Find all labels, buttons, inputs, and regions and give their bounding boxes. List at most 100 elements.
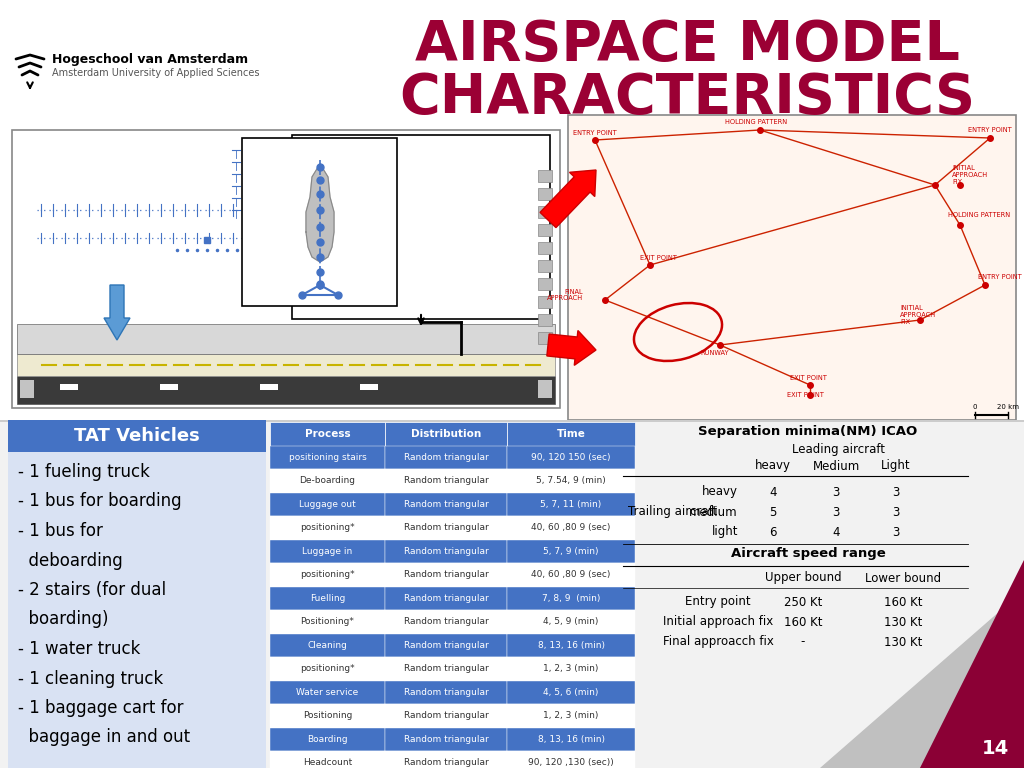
Text: 7, 8, 9  (min): 7, 8, 9 (min) bbox=[542, 594, 600, 603]
Text: heavy: heavy bbox=[755, 459, 791, 472]
Bar bbox=[17, 324, 555, 354]
Text: Random triangular: Random triangular bbox=[403, 547, 488, 556]
Bar bbox=[385, 445, 507, 469]
Text: 3: 3 bbox=[833, 505, 840, 518]
Text: Light: Light bbox=[882, 459, 910, 472]
Text: RUNWAY: RUNWAY bbox=[700, 350, 729, 356]
Bar bbox=[385, 751, 507, 768]
Bar bbox=[385, 563, 507, 587]
Polygon shape bbox=[306, 164, 334, 262]
Text: 5, 7, 9 (min): 5, 7, 9 (min) bbox=[544, 547, 599, 556]
Bar bbox=[385, 516, 507, 539]
Text: 8, 13, 16 (min): 8, 13, 16 (min) bbox=[538, 641, 604, 650]
Text: Hogeschool van Amsterdam: Hogeschool van Amsterdam bbox=[52, 54, 248, 67]
Bar bbox=[507, 563, 635, 587]
Bar bbox=[385, 657, 507, 680]
Text: -: - bbox=[801, 635, 805, 648]
Text: Trailing aircraft: Trailing aircraft bbox=[629, 505, 718, 518]
Text: 3: 3 bbox=[892, 525, 900, 538]
Text: Luggage out: Luggage out bbox=[299, 500, 356, 508]
Text: INITIAL
APPROACH
FIX: INITIAL APPROACH FIX bbox=[952, 165, 988, 185]
Text: - 2 stairs (for dual: - 2 stairs (for dual bbox=[18, 581, 166, 599]
Text: HOLDING PATTERN: HOLDING PATTERN bbox=[725, 119, 787, 125]
Text: Random triangular: Random triangular bbox=[403, 476, 488, 485]
Text: 3: 3 bbox=[892, 485, 900, 498]
Text: Lower bound: Lower bound bbox=[865, 571, 941, 584]
Text: Medium: Medium bbox=[812, 459, 859, 472]
Text: Random triangular: Random triangular bbox=[403, 453, 488, 462]
Text: 4, 5, 6 (min): 4, 5, 6 (min) bbox=[544, 688, 599, 697]
Text: positioning*: positioning* bbox=[300, 571, 354, 579]
Bar bbox=[270, 422, 385, 445]
Bar bbox=[507, 539, 635, 563]
Bar bbox=[270, 492, 385, 516]
Bar bbox=[270, 704, 385, 727]
Polygon shape bbox=[920, 560, 1024, 768]
Bar bbox=[270, 751, 385, 768]
Text: Random triangular: Random triangular bbox=[403, 758, 488, 767]
Bar bbox=[507, 634, 635, 657]
Text: Positioning*: Positioning* bbox=[301, 617, 354, 626]
Text: - 1 water truck: - 1 water truck bbox=[18, 640, 140, 658]
Text: Time: Time bbox=[557, 429, 586, 439]
Text: Random triangular: Random triangular bbox=[403, 664, 488, 674]
Bar bbox=[270, 563, 385, 587]
Text: 8, 13, 16 (min): 8, 13, 16 (min) bbox=[538, 735, 604, 743]
Text: Upper bound: Upper bound bbox=[765, 571, 842, 584]
Text: Random triangular: Random triangular bbox=[403, 641, 488, 650]
Text: 4, 5, 9 (min): 4, 5, 9 (min) bbox=[544, 617, 599, 626]
Bar bbox=[270, 634, 385, 657]
Text: 160 Kt: 160 Kt bbox=[783, 615, 822, 628]
Text: heavy: heavy bbox=[702, 485, 738, 498]
Text: 130 Kt: 130 Kt bbox=[884, 635, 923, 648]
Text: ENTRY POINT: ENTRY POINT bbox=[978, 274, 1022, 280]
Text: baggage in and out: baggage in and out bbox=[18, 729, 190, 746]
Text: ENTRY POINT: ENTRY POINT bbox=[573, 130, 616, 136]
Bar bbox=[568, 115, 1016, 420]
Text: Amsterdam University of Applied Sciences: Amsterdam University of Applied Sciences bbox=[52, 68, 259, 78]
Bar bbox=[60, 384, 78, 390]
Text: Random triangular: Random triangular bbox=[403, 688, 488, 697]
Text: Random triangular: Random triangular bbox=[403, 571, 488, 579]
Text: Separation minima(NM) ICAO: Separation minima(NM) ICAO bbox=[698, 425, 918, 439]
Bar bbox=[538, 380, 552, 398]
Bar bbox=[538, 224, 552, 236]
Text: Random triangular: Random triangular bbox=[403, 594, 488, 603]
Text: Final approacch fix: Final approacch fix bbox=[663, 635, 773, 648]
Bar bbox=[270, 680, 385, 704]
Bar bbox=[385, 727, 507, 751]
Bar bbox=[0, 420, 1024, 422]
Text: 90, 120 ,130 (sec)): 90, 120 ,130 (sec)) bbox=[528, 758, 613, 767]
Text: Cleaning: Cleaning bbox=[307, 641, 347, 650]
Text: 1, 2, 3 (min): 1, 2, 3 (min) bbox=[544, 664, 599, 674]
Text: 40, 60 ,80 9 (sec): 40, 60 ,80 9 (sec) bbox=[531, 571, 610, 579]
Text: 160 Kt: 160 Kt bbox=[884, 595, 923, 608]
Text: 250 Kt: 250 Kt bbox=[783, 595, 822, 608]
Bar bbox=[507, 751, 635, 768]
Bar bbox=[507, 445, 635, 469]
Bar bbox=[8, 420, 266, 452]
Text: - 1 bus for: - 1 bus for bbox=[18, 522, 102, 540]
Text: CHARACTERISTICS: CHARACTERISTICS bbox=[399, 71, 975, 125]
Bar bbox=[507, 492, 635, 516]
Bar bbox=[0, 420, 1024, 768]
Text: FINAL
APPROACH: FINAL APPROACH bbox=[547, 289, 583, 302]
Text: Random triangular: Random triangular bbox=[403, 523, 488, 532]
Text: boarding): boarding) bbox=[18, 611, 109, 628]
Text: EXIT POINT: EXIT POINT bbox=[786, 392, 823, 398]
Text: positioning*: positioning* bbox=[300, 664, 354, 674]
Bar bbox=[385, 539, 507, 563]
Bar bbox=[242, 138, 397, 306]
Text: 5, 7, 11 (min): 5, 7, 11 (min) bbox=[541, 500, 602, 508]
Bar bbox=[507, 422, 635, 445]
Bar bbox=[507, 610, 635, 634]
Bar bbox=[20, 380, 34, 398]
Text: Random triangular: Random triangular bbox=[403, 500, 488, 508]
FancyArrow shape bbox=[547, 330, 596, 366]
Text: medium: medium bbox=[689, 505, 738, 518]
Text: 20 km: 20 km bbox=[997, 404, 1019, 410]
Text: Positioning: Positioning bbox=[303, 711, 352, 720]
Text: 90, 120 150 (sec): 90, 120 150 (sec) bbox=[531, 453, 610, 462]
Bar bbox=[538, 314, 552, 326]
Bar bbox=[507, 587, 635, 610]
